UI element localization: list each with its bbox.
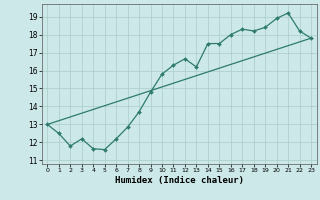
X-axis label: Humidex (Indice chaleur): Humidex (Indice chaleur) [115,176,244,185]
